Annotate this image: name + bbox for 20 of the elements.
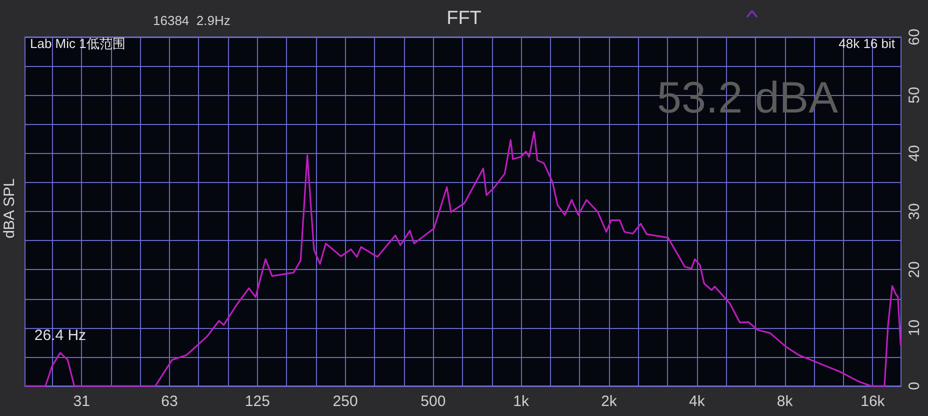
x-tick-label: 63: [161, 393, 178, 410]
y-tick-label: 10: [906, 319, 923, 336]
text: 16384 2.9Hz: [153, 13, 230, 28]
x-tick-label: 250: [332, 393, 358, 410]
x-tick-label: 1k: [513, 393, 530, 410]
x-tick-label: 500: [420, 393, 446, 410]
x-tick-label: 2k: [601, 393, 618, 410]
y-axis-title: dBA SPL: [1, 178, 18, 238]
y-tick-label: 40: [906, 144, 923, 162]
y-tick-label: 50: [906, 86, 923, 104]
x-tick-label: 4k: [688, 393, 706, 410]
x-tick-label: 125: [244, 393, 270, 410]
y-tick-label: 0: [906, 382, 923, 390]
x-tick-label: 31: [73, 393, 90, 410]
y-tick-label: 60: [906, 28, 923, 46]
x-tick-label: 8k: [776, 393, 794, 410]
x-tick-label: 16k: [860, 393, 886, 410]
y-tick-label: 30: [906, 203, 923, 220]
chart-title: FFT: [446, 8, 482, 29]
y-tick-label: 20: [906, 261, 923, 278]
